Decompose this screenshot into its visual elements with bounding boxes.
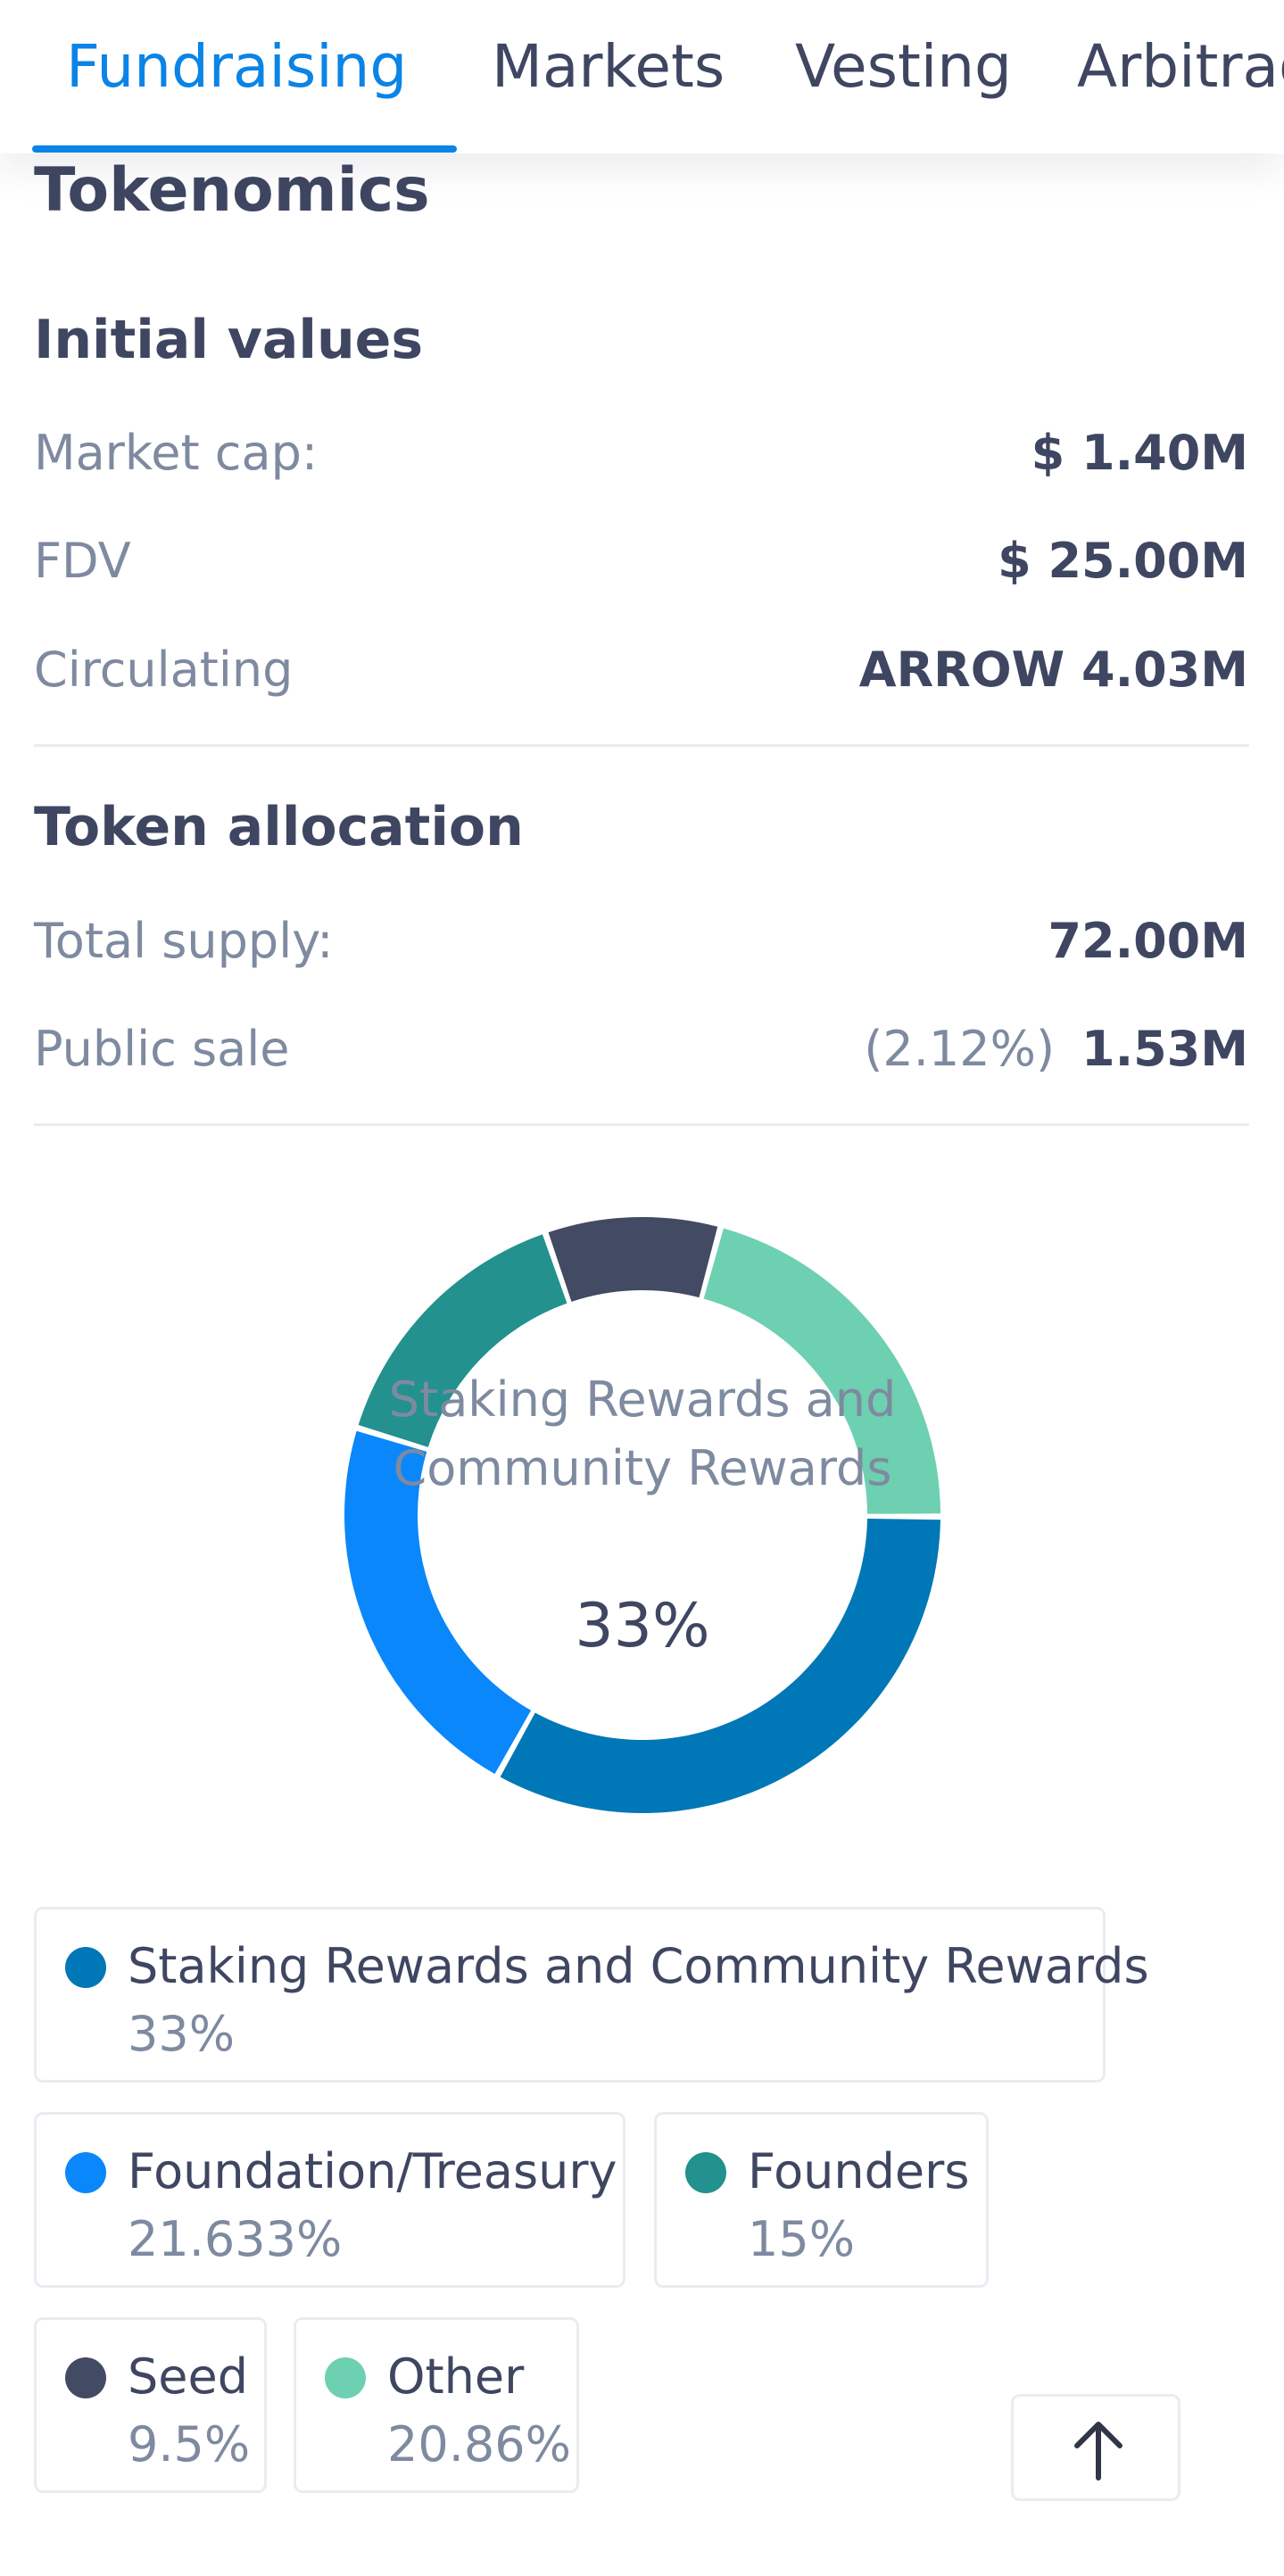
arrow-up-icon xyxy=(1074,2422,1122,2481)
legend-percent: 9.5% xyxy=(128,2416,251,2472)
divider xyxy=(34,744,1249,747)
scroll-to-top-button[interactable] xyxy=(1011,2394,1180,2501)
donut-slice-other[interactable] xyxy=(703,1228,940,1514)
legend-item-foundation[interactable]: Foundation/Treasury 21.633% xyxy=(34,2112,625,2288)
circulating-value: ARROW 4.03M xyxy=(858,642,1248,698)
donut-slice-founders[interactable] xyxy=(358,1234,567,1447)
section-title: Tokenomics xyxy=(34,155,430,226)
legend-item-other[interactable]: Other 20.86% xyxy=(294,2317,579,2493)
fdv-value: $ 25.00M xyxy=(998,533,1248,589)
donut-center-label: Staking Rewards and Community Rewards xyxy=(388,1371,897,1496)
legend-percent: 33% xyxy=(128,2006,236,2062)
legend-percent: 21.633% xyxy=(128,2211,343,2267)
legend-dot xyxy=(65,1947,106,1988)
active-tab-indicator xyxy=(32,145,457,153)
circulating-label: Circulating xyxy=(34,642,294,698)
total-supply-label: Total supply: xyxy=(34,913,334,969)
market-cap-value: $ 1.40M xyxy=(1031,425,1248,481)
donut-slice-staking[interactable] xyxy=(500,1518,940,1813)
public-sale-row-value: (2.12%) 1.53M xyxy=(864,1021,1248,1077)
public-sale-label: Public sale xyxy=(34,1021,290,1077)
legend-name: Foundation/Treasury xyxy=(128,2143,617,2199)
tab-arbitrage[interactable]: Arbitrage xyxy=(1077,32,1284,101)
legend-dot xyxy=(65,2152,106,2193)
legend-name: Other xyxy=(387,2348,525,2405)
divider xyxy=(34,1123,1249,1126)
legend-percent: 15% xyxy=(748,2211,856,2267)
tab-markets[interactable]: Markets xyxy=(492,32,725,101)
donut-center-value: 33% xyxy=(575,1591,710,1661)
market-cap-label: Market cap: xyxy=(34,425,319,481)
tab-fundraising[interactable]: Fundraising xyxy=(66,32,408,101)
token-allocation-heading: Token allocation xyxy=(34,796,524,858)
legend-name: Staking Rewards and Community Rewards xyxy=(128,1938,1149,1994)
donut-slice-seed[interactable] xyxy=(548,1217,718,1302)
fdv-label: FDV xyxy=(34,533,131,589)
legend-name: Seed xyxy=(128,2348,248,2405)
legend-dot xyxy=(325,2357,366,2398)
legend-item-staking[interactable]: Staking Rewards and Community Rewards 33… xyxy=(34,1907,1149,2083)
tab-bar: Fundraising Markets Vesting Arbitrage xyxy=(0,0,1284,153)
public-sale-value: 1.53M xyxy=(1081,1021,1248,1077)
legend-item-seed[interactable]: Seed 9.5% xyxy=(34,2317,267,2493)
tab-vesting[interactable]: Vesting xyxy=(795,32,1012,101)
initial-values-heading: Initial values xyxy=(34,309,424,371)
legend-dot xyxy=(65,2357,106,2398)
public-sale-percent: (2.12%) xyxy=(864,1021,1056,1077)
legend-percent: 20.86% xyxy=(387,2416,571,2472)
allocation-donut-chart xyxy=(344,1217,940,1813)
legend-item-founders[interactable]: Founders 15% xyxy=(654,2112,989,2288)
donut-slice-foundation[interactable] xyxy=(344,1430,532,1775)
total-supply-value: 72.00M xyxy=(1048,913,1248,969)
legend-name: Founders xyxy=(748,2143,970,2199)
legend-dot xyxy=(685,2152,726,2193)
